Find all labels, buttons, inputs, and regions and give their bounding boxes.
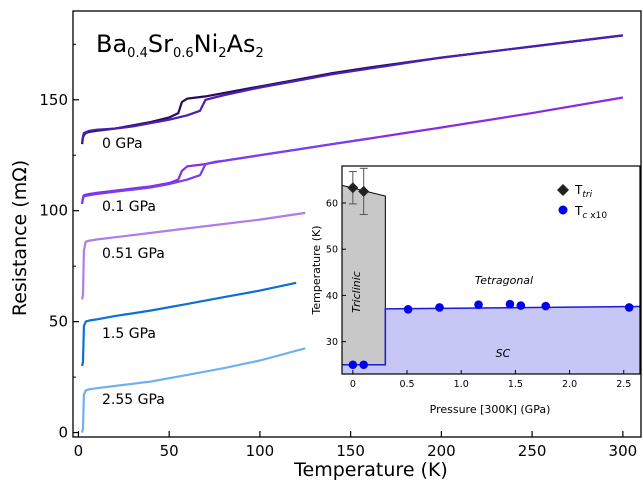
curve-label-0-gpa: 0 GPa [102, 136, 143, 152]
x-tick-label-200: 200 [427, 442, 456, 460]
tc-point-0 [348, 360, 358, 370]
sc-region-label: SC [496, 347, 511, 360]
inset-x-tick-label-0: 0 [350, 379, 356, 390]
curve-label-0-51-gpa: 0.51 GPa [102, 246, 165, 262]
curve-label-0-1-gpa: 0.1 GPa [102, 199, 156, 215]
sc-region [342, 306, 640, 374]
tetragonal-region-label: Tetragonal [475, 274, 533, 287]
tc-point-8 [624, 303, 634, 312]
legend-tri-label: Ttri [574, 183, 593, 200]
series-line-1-5-gpa [81, 281, 297, 367]
tc-point-6 [516, 301, 526, 310]
x-tick-label-150: 150 [336, 442, 365, 460]
tc-point-3 [435, 303, 444, 312]
y-axis-label: Resistance (mΩ) [9, 160, 31, 316]
series-line-curve-3 [81, 137, 369, 203]
inset-phase-diagram: 0 0.5 1.0 1.5 2.0 2.5 30 40 50 60 Triclinic Tetra… [310, 165, 641, 416]
inset-x-tick-label-2: 2.0 [562, 379, 577, 390]
y-tick-label-50: 50 [49, 313, 68, 331]
triclinic-region-label: Triclinic [350, 271, 363, 313]
inset-x-tick-label-0.5: 0.5 [399, 379, 414, 390]
tc-point-5 [505, 299, 515, 309]
legend-tri-marker [557, 184, 569, 196]
inset-frame [341, 165, 641, 375]
x-tick-label-100: 100 [246, 442, 275, 460]
ttri-point-0 [347, 182, 359, 194]
x-axis-label: Temperature (K) [293, 459, 448, 481]
inset-y-tick-label-30: 30 [326, 337, 338, 348]
series-line-0-1-gpa [81, 96, 624, 205]
y-tick-label-100: 100 [39, 202, 68, 220]
ttri-point-1 [358, 185, 370, 197]
legend-tc-label: Tc x10 [574, 204, 607, 221]
chart-title: Ba0.4Sr0.6Ni2As2 [96, 30, 264, 61]
inset-x-tick-label-2.5: 2.5 [616, 379, 631, 390]
x-tick-label-250: 250 [518, 442, 547, 460]
x-tick-label-50: 50 [160, 442, 179, 460]
inset-legend: Ttri Tc x10 [557, 183, 607, 221]
series-line-2-55-gpa [81, 347, 306, 433]
tc-point-4 [474, 300, 483, 309]
inset-y-tick-label-50: 50 [326, 245, 338, 256]
main-plot-frame [72, 10, 642, 438]
inset-x-tick-label-1: 1.0 [454, 379, 469, 390]
legend-tc-marker [558, 205, 568, 215]
inset-y-tick-label-40: 40 [326, 291, 338, 302]
inset-y-axis-label: Temperature (K) [310, 226, 323, 316]
inset-x-tick-label-1.5: 1.5 [508, 379, 523, 390]
y-tick-label-150: 150 [39, 91, 68, 109]
tc-point-7 [541, 301, 551, 311]
y-tick-label-0: 0 [58, 424, 68, 442]
inset-x-axis-label: Pressure [300K] (GPa) [430, 403, 551, 416]
x-tick-label-0: 0 [74, 442, 84, 460]
series-line-curve-1 [81, 34, 624, 143]
inset-y-tick-label-60: 60 [326, 198, 338, 209]
curve-label-1-5-gpa: 1.5 GPa [102, 326, 156, 342]
tc-point-2 [403, 304, 413, 314]
tc-point-1 [359, 360, 368, 370]
inset-plot-area: 0 0.5 1.0 1.5 2.0 2.5 30 40 50 60 [326, 167, 641, 390]
series-line-0-51-gpa [81, 211, 306, 300]
curve-label-2-55-gpa: 2.55 GPa [102, 392, 165, 408]
x-tick-label-300: 300 [609, 442, 638, 460]
